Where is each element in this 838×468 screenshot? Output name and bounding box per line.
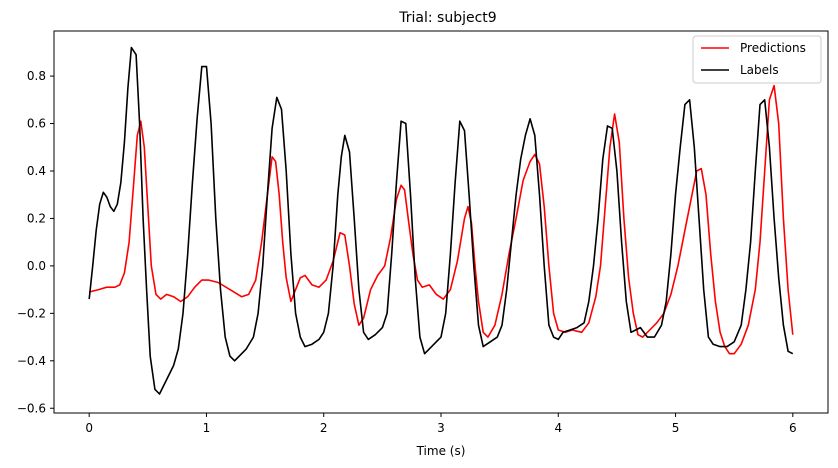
x-tick-label: 3 [437,421,445,435]
legend-label-predictions: Predictions [740,41,806,55]
x-axis-label: Time (s) [416,444,466,458]
series-line-predictions [89,84,794,355]
y-tick-label: 0.4 [27,164,46,178]
series-layer [88,46,794,395]
x-axis-ticks: 0 1 2 3 4 5 6 [85,413,797,435]
series-line-labels [88,46,794,395]
y-tick-label: 0.0 [27,259,46,273]
x-tick-label: 0 [85,421,93,435]
plot-frame [53,30,829,414]
y-tick-label: 0.8 [27,69,46,83]
y-axis-ticks: −0.6 −0.4 −0.2 0.0 0.2 0.4 0.6 0.8 [17,69,54,415]
legend: Predictions Labels [692,35,822,84]
chart-title: Trial: subject9 [398,10,496,26]
legend-label-labels: Labels [740,63,779,77]
y-tick-label: 0.2 [27,211,46,225]
x-tick-label: 5 [672,421,680,435]
y-tick-label: −0.2 [17,306,46,320]
x-tick-label: 4 [554,421,562,435]
x-tick-label: 6 [789,421,797,435]
x-tick-label: 1 [203,421,211,435]
y-tick-label: −0.6 [17,401,46,415]
x-tick-label: 2 [320,421,328,435]
y-tick-label: 0.6 [27,117,46,131]
y-tick-label: −0.4 [17,354,46,368]
